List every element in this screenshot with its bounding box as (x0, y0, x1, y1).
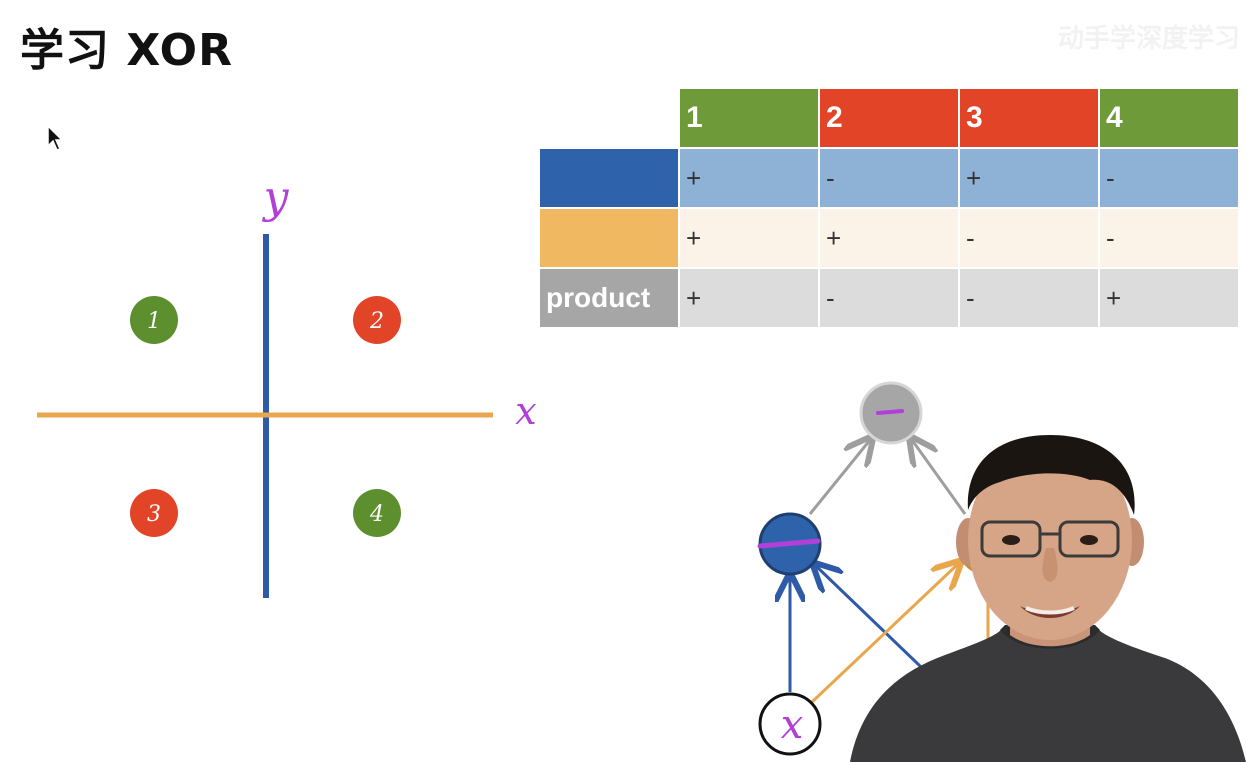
table-cell: - (820, 269, 958, 327)
y-axis-label: y (262, 172, 290, 223)
table-header-4: 4 (1100, 89, 1238, 147)
point-2-marker (353, 296, 401, 344)
point-1-label: 1 (147, 309, 161, 334)
point-4-marker (353, 489, 401, 537)
sign-table: 1 2 3 4 + - + - + + - - product + - - + (540, 89, 1238, 327)
page-title: 学习 XOR (20, 25, 233, 76)
xor-plot: y x 1 2 3 4 (37, 172, 537, 598)
input-node-x-label: x (781, 702, 804, 748)
table-header-3: 3 (960, 89, 1098, 147)
input-node-x (758, 692, 822, 756)
edge-orange-to-output (912, 440, 967, 515)
table-cell: - (960, 269, 1098, 327)
row-label-blue (540, 149, 678, 207)
table-cell: - (1100, 209, 1238, 267)
table-header-2: 2 (820, 89, 958, 147)
point-3-label: 3 (147, 502, 161, 527)
table-cell: + (680, 149, 818, 207)
point-4-label: 4 (369, 502, 384, 527)
table-cell: + (960, 149, 1098, 207)
presenter-video (850, 435, 1246, 762)
x-axis-label: x (515, 389, 536, 433)
edge-x-to-orange (810, 564, 958, 704)
point-2-label: 2 (369, 309, 384, 334)
output-node-mark (876, 409, 904, 415)
watermark: 动手学深度学习 (1057, 24, 1240, 54)
table-cell: + (680, 209, 818, 267)
point-1-marker (130, 296, 178, 344)
mouse-cursor-icon (47, 124, 64, 151)
table-cell: + (1100, 269, 1238, 327)
table-cell: - (820, 149, 958, 207)
table-corner (540, 89, 678, 147)
table-cell: + (680, 269, 818, 327)
table-cell: - (1100, 149, 1238, 207)
presenter-hair (967, 435, 1135, 515)
edge-blue-to-output (808, 440, 870, 515)
table-cell: + (820, 209, 958, 267)
table-cell: - (960, 209, 1098, 267)
point-3-marker (130, 489, 178, 537)
hidden-node-blue-mark (757, 538, 821, 549)
presenter-face (968, 440, 1132, 640)
presenter-shirt (850, 625, 1246, 762)
table-header-1: 1 (680, 89, 818, 147)
row-label-orange (540, 209, 678, 267)
row-label-product: product (540, 269, 678, 327)
